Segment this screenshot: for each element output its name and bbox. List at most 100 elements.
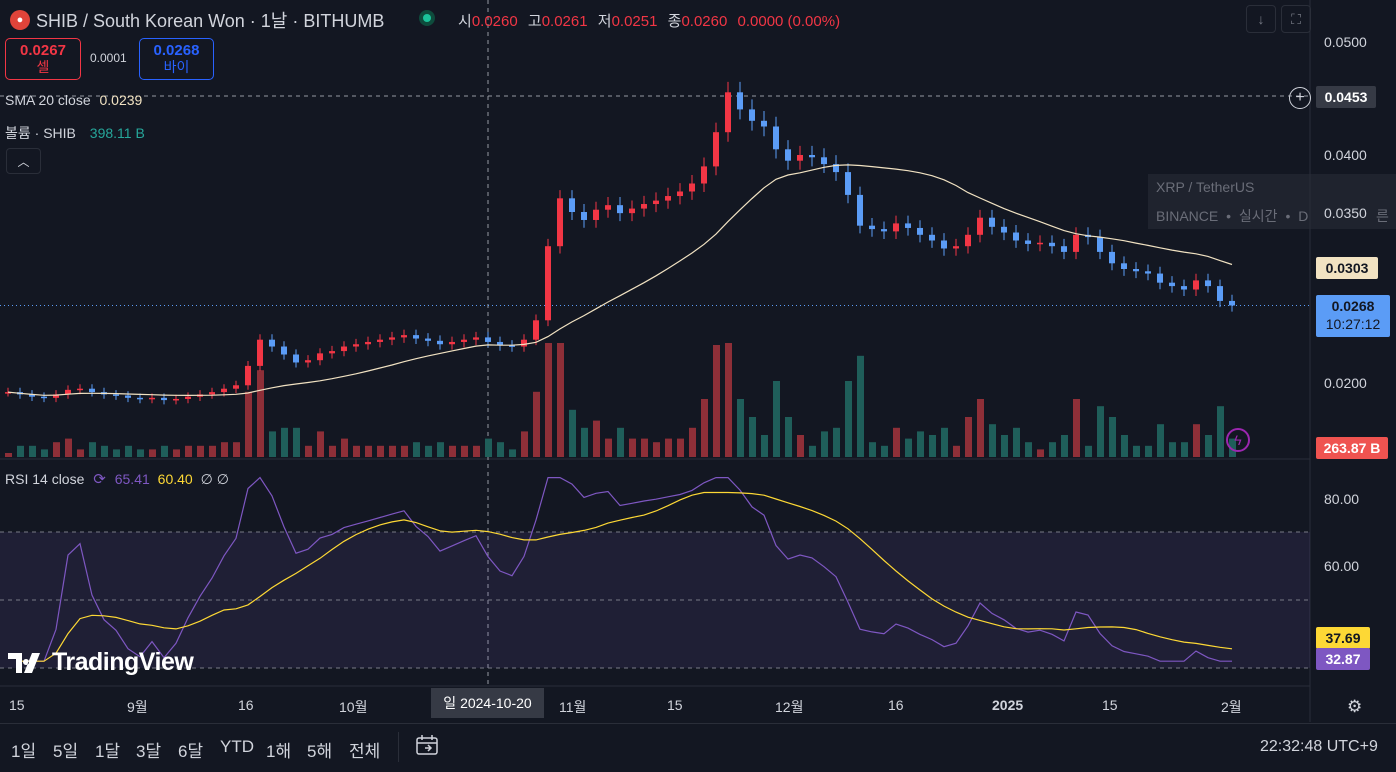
volume-bar: [1097, 406, 1104, 457]
volume-bar: [149, 449, 156, 457]
candle-body: [1049, 242, 1055, 247]
time-tick: 2월: [1221, 699, 1242, 715]
volume-bar: [869, 442, 876, 457]
candle-body: [1001, 226, 1007, 233]
volume-bar: [989, 424, 996, 457]
candle-body: [593, 209, 599, 220]
candle-body: [1229, 300, 1235, 306]
market-status-icon[interactable]: [419, 10, 435, 26]
candle-body: [569, 198, 575, 212]
candle-body: [353, 344, 359, 347]
volume-bar: [269, 431, 276, 457]
spread-value: 0.0001: [90, 51, 127, 65]
volume-bar: [821, 431, 828, 457]
candle-body: [581, 212, 587, 220]
volume-bar: [449, 445, 456, 457]
volume-bar: [1133, 445, 1140, 457]
candle-body: [389, 337, 395, 340]
candle-body: [677, 191, 683, 197]
volume-bar: [749, 417, 756, 457]
volume-bar: [641, 438, 648, 457]
candle-body: [797, 155, 803, 161]
clock-timezone[interactable]: 22:32:48 UTC+9: [1260, 738, 1378, 755]
calendar-range-icon[interactable]: [415, 734, 439, 756]
collapse-legend-button[interactable]: ︿: [6, 148, 41, 174]
volume-value-label: 263.87 B: [1316, 437, 1388, 459]
candle-body: [821, 157, 827, 165]
range-all-button[interactable]: 전체: [349, 742, 381, 761]
candle-body: [533, 320, 539, 340]
candle-body: [749, 109, 755, 121]
candle-body: [53, 394, 59, 398]
volume-bar: [1049, 442, 1056, 457]
volume-bar: [533, 391, 540, 457]
add-alert-icon[interactable]: +: [1289, 87, 1311, 109]
price-tick: 0.0350: [1324, 205, 1367, 221]
volume-legend[interactable]: 볼륨 · SHIB 398.11 B: [5, 125, 145, 141]
chart-title[interactable]: ● SHIB / South Korean Won · 1날 · BITHUMB: [10, 7, 384, 33]
volume-bar: [461, 445, 468, 457]
candle-body: [497, 341, 503, 346]
candle-body: [461, 339, 467, 342]
volume-bar: [977, 399, 984, 457]
rsi-legend[interactable]: RSI 14 close ⟳ 65.41 60.40 ∅ ∅: [5, 471, 229, 488]
range-5y-button[interactable]: 5해: [307, 742, 333, 761]
volume-bar: [209, 445, 216, 457]
candle-body: [833, 164, 839, 173]
candle-body: [713, 132, 719, 167]
settings-gear-icon[interactable]: ⚙: [1347, 697, 1363, 716]
volume-bars: [5, 343, 1236, 457]
volume-bar: [713, 345, 720, 457]
volume-bar: [557, 343, 564, 457]
time-tick: 10월: [339, 699, 368, 715]
candle-body: [869, 225, 875, 230]
volume-bar: [401, 445, 408, 457]
volume-bar: [1025, 442, 1032, 457]
rsi-settings-icon[interactable]: ⟳: [93, 471, 106, 488]
range-1d-button[interactable]: 1일: [11, 742, 37, 761]
candle-body: [1013, 232, 1019, 241]
lightning-icon[interactable]: ϟ: [1226, 428, 1250, 452]
range-1y-button[interactable]: 1해: [266, 742, 292, 761]
candle-body: [317, 353, 323, 361]
sma-legend[interactable]: SMA 20 close 0.0239: [5, 92, 143, 108]
candle-body: [1037, 242, 1043, 245]
candle-body: [977, 217, 983, 235]
volume-bar: [1001, 435, 1008, 457]
time-tick: 15: [667, 697, 683, 713]
range-1m-button[interactable]: 1달: [95, 742, 121, 761]
candle-body: [785, 149, 791, 161]
candle-body: [665, 196, 671, 201]
candle-body: [245, 365, 251, 386]
volume-bar: [677, 438, 684, 457]
sell-button[interactable]: 0.0267 셀: [5, 38, 81, 80]
range-6m-button[interactable]: 6달: [178, 742, 204, 761]
candle-body: [917, 227, 923, 235]
volume-bar: [605, 438, 612, 457]
candle-body: [737, 92, 743, 110]
volume-bar: [857, 355, 864, 457]
volume-bar: [113, 449, 120, 457]
candle-body: [1157, 273, 1163, 283]
rsi-line: [20, 476, 1232, 662]
candle-body: [773, 126, 779, 150]
range-3m-button[interactable]: 3달: [136, 742, 162, 761]
candle-body: [653, 200, 659, 205]
fullscreen-icon[interactable]: ⛶: [1281, 5, 1311, 33]
time-tick: 16: [238, 697, 254, 713]
volume-bar: [377, 445, 384, 457]
last-price-label: 0.0268 10:27:12: [1316, 295, 1390, 337]
download-icon[interactable]: ↓: [1246, 5, 1276, 33]
candle-body: [545, 246, 551, 321]
range-5d-button[interactable]: 5일: [53, 742, 79, 761]
candle-body: [509, 345, 515, 347]
buy-button[interactable]: 0.0268 바이: [139, 38, 214, 80]
range-ytd-button[interactable]: YTD: [220, 737, 254, 756]
volume-bar: [305, 445, 312, 457]
rsi-ma-label: 37.69: [1316, 627, 1370, 649]
volume-bar: [1109, 417, 1116, 457]
symbol-title: SHIB / South Korean Won · 1날 · BITHUMB: [36, 11, 385, 31]
candle-body: [1133, 269, 1139, 272]
tradingview-logo[interactable]: TradingView: [8, 648, 194, 677]
